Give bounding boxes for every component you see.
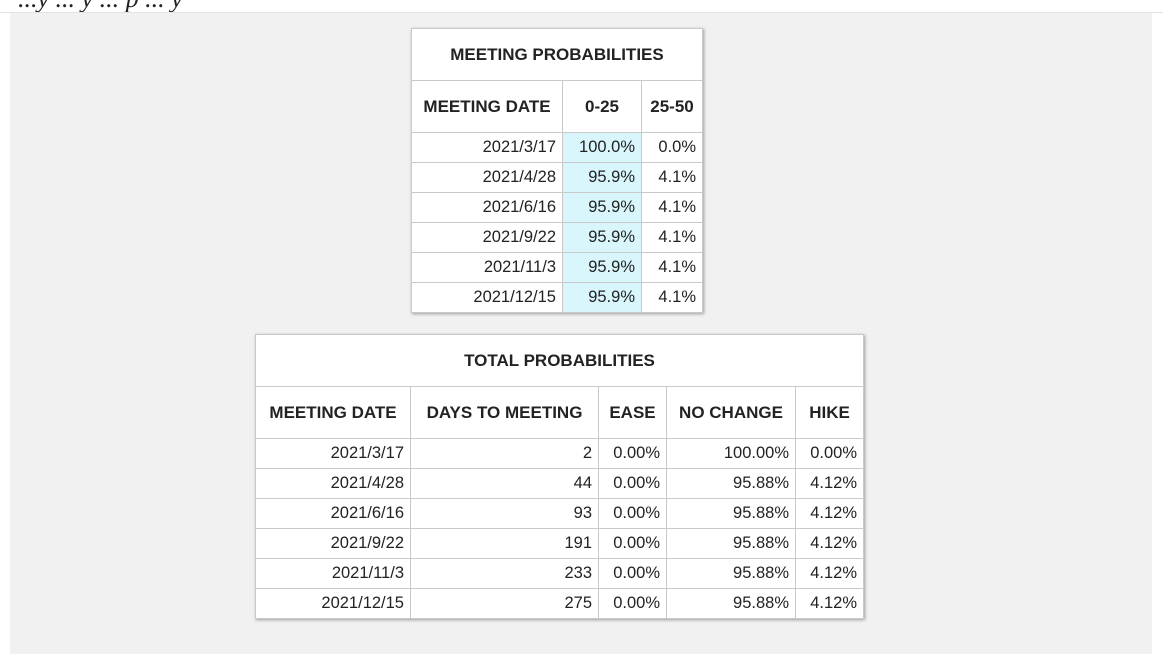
top-strip: ...y ... y ... p ... y: [0, 0, 1163, 13]
prob-0-25-cell: 95.9%: [562, 222, 642, 253]
prob-0-25-cell: 100.0%: [562, 132, 642, 163]
days-to-meeting-cell: 2: [410, 438, 599, 469]
table-row: 2021/11/3 233 0.00% 95.88% 4.12%: [255, 558, 864, 589]
meeting-date-cell: 2021/4/28: [411, 162, 563, 193]
col-header-ease: EASE: [598, 386, 667, 439]
prob-25-50-cell: 0.0%: [641, 132, 703, 163]
table-row: 2021/4/28 44 0.00% 95.88% 4.12%: [255, 468, 864, 499]
col-header-meeting-date: MEETING DATE: [255, 386, 411, 439]
prob-25-50-cell: 4.1%: [641, 192, 703, 223]
meeting-date-cell: 2021/4/28: [255, 468, 411, 499]
prob-25-50-cell: 4.1%: [641, 282, 703, 313]
meeting-date-cell: 2021/9/22: [411, 222, 563, 253]
meeting-date-cell: 2021/12/15: [255, 588, 411, 619]
prob-25-50-cell: 4.1%: [641, 252, 703, 283]
table-row: 2021/6/16 95.9% 4.1%: [411, 192, 703, 223]
table-row: 2021/4/28 95.9% 4.1%: [411, 162, 703, 193]
days-to-meeting-cell: 191: [410, 528, 599, 559]
meeting-date-cell: 2021/11/3: [255, 558, 411, 589]
no-change-cell: 95.88%: [666, 498, 796, 529]
col-header-0-25: 0-25: [562, 80, 642, 133]
ease-cell: 0.00%: [598, 588, 667, 619]
total-probabilities-title: TOTAL PROBABILITIES: [255, 334, 864, 387]
table-row: 2021/9/22 191 0.00% 95.88% 4.12%: [255, 528, 864, 559]
hike-cell: 0.00%: [795, 438, 864, 469]
meeting-date-cell: 2021/12/15: [411, 282, 563, 313]
no-change-cell: 95.88%: [666, 528, 796, 559]
meeting-date-cell: 2021/9/22: [255, 528, 411, 559]
table-row: 2021/12/15 95.9% 4.1%: [411, 282, 703, 313]
cropped-heading-text: ...y ... y ... p ... y: [18, 0, 183, 12]
days-to-meeting-cell: 44: [410, 468, 599, 499]
col-header-25-50: 25-50: [641, 80, 703, 133]
no-change-cell: 100.00%: [666, 438, 796, 469]
ease-cell: 0.00%: [598, 438, 667, 469]
days-to-meeting-cell: 275: [410, 588, 599, 619]
no-change-cell: 95.88%: [666, 558, 796, 589]
table-row: 2021/11/3 95.9% 4.1%: [411, 252, 703, 283]
prob-0-25-cell: 95.9%: [562, 282, 642, 313]
ease-cell: 0.00%: [598, 528, 667, 559]
ease-cell: 0.00%: [598, 558, 667, 589]
prob-25-50-cell: 4.1%: [641, 162, 703, 193]
prob-0-25-cell: 95.9%: [562, 162, 642, 193]
table-row: 2021/12/15 275 0.00% 95.88% 4.12%: [255, 588, 864, 619]
meeting-date-cell: 2021/11/3: [411, 252, 563, 283]
hike-cell: 4.12%: [795, 498, 864, 529]
days-to-meeting-cell: 93: [410, 498, 599, 529]
no-change-cell: 95.88%: [666, 468, 796, 499]
ease-cell: 0.00%: [598, 498, 667, 529]
meeting-date-cell: 2021/3/17: [411, 132, 563, 163]
col-header-meeting-date: MEETING DATE: [411, 80, 563, 133]
meeting-date-cell: 2021/6/16: [411, 192, 563, 223]
total-probabilities-table: TOTAL PROBABILITIES MEETING DATE DAYS TO…: [255, 334, 864, 619]
table-row: 2021/3/17 2 0.00% 100.00% 0.00%: [255, 438, 864, 469]
hike-cell: 4.12%: [795, 558, 864, 589]
table-row: 2021/9/22 95.9% 4.1%: [411, 222, 703, 253]
meeting-date-cell: 2021/6/16: [255, 498, 411, 529]
hike-cell: 4.12%: [795, 528, 864, 559]
col-header-hike: HIKE: [795, 386, 864, 439]
table-row: 2021/3/17 100.0% 0.0%: [411, 132, 703, 163]
prob-25-50-cell: 4.1%: [641, 222, 703, 253]
no-change-cell: 95.88%: [666, 588, 796, 619]
col-header-days-to-meeting: DAYS TO MEETING: [410, 386, 599, 439]
prob-0-25-cell: 95.9%: [562, 192, 642, 223]
meeting-probabilities-title: MEETING PROBABILITIES: [411, 28, 703, 81]
meeting-date-cell: 2021/3/17: [255, 438, 411, 469]
meeting-probabilities-table: MEETING PROBABILITIES MEETING DATE 0-25 …: [411, 28, 703, 313]
table-row: 2021/6/16 93 0.00% 95.88% 4.12%: [255, 498, 864, 529]
days-to-meeting-cell: 233: [410, 558, 599, 589]
ease-cell: 0.00%: [598, 468, 667, 499]
prob-0-25-cell: 95.9%: [562, 252, 642, 283]
col-header-no-change: NO CHANGE: [666, 386, 796, 439]
hike-cell: 4.12%: [795, 468, 864, 499]
hike-cell: 4.12%: [795, 588, 864, 619]
